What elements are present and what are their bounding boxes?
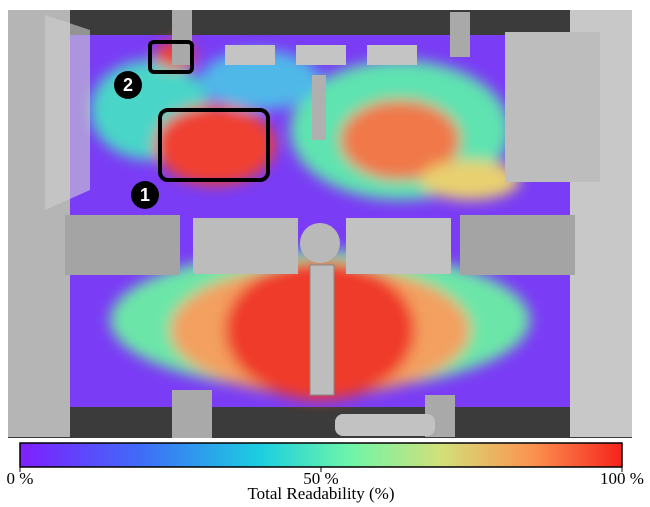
annotation-badge: 1 bbox=[140, 185, 150, 205]
colorbar bbox=[20, 443, 622, 467]
annotation-badge: 2 bbox=[123, 75, 133, 95]
colorbar-tick-label: 0 % bbox=[7, 469, 34, 488]
colorbar-tick-label: 100 % bbox=[600, 469, 644, 488]
figure: 1 2 Total Readability (%) 0 %50 %100 % bbox=[0, 0, 650, 507]
scene: 1 2 bbox=[8, 10, 632, 438]
colorbar-tick-label: 50 % bbox=[303, 469, 338, 488]
